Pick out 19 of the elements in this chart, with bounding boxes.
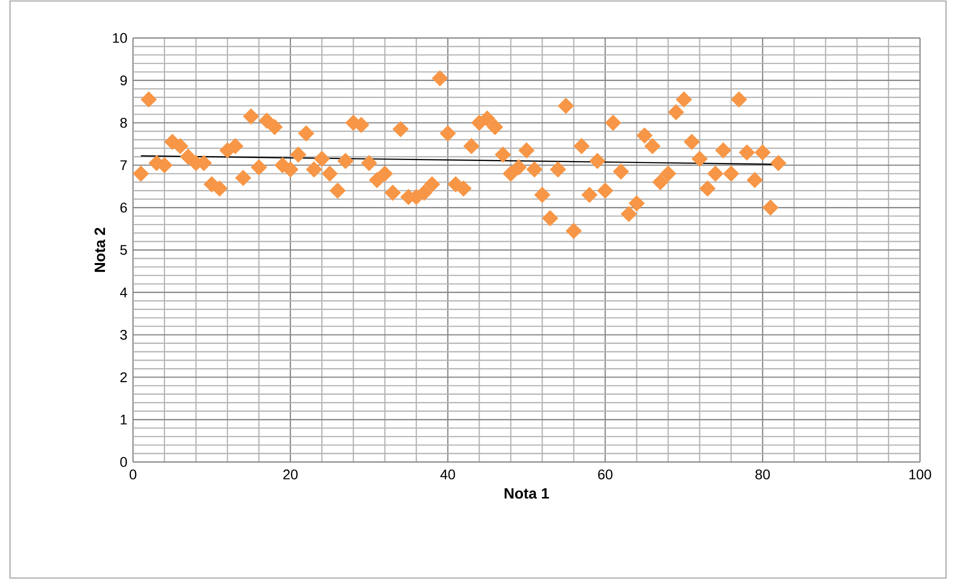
y-tick-label: 1 <box>120 414 127 424</box>
y-tick-label: 8 <box>120 118 127 128</box>
y-tick-label: 3 <box>120 330 127 340</box>
y-axis-title: Nota 2 <box>94 228 106 272</box>
x-tick-label: 0 <box>130 470 136 480</box>
y-tick-label: 9 <box>120 75 127 86</box>
x-tick-label: 40 <box>440 470 456 480</box>
x-tick-label: 20 <box>283 470 298 480</box>
x-tick-label: 60 <box>598 470 612 480</box>
x-axis-title: Nota 1 <box>504 488 549 499</box>
y-tick-label: 2 <box>120 372 127 382</box>
y-tick-label: 7 <box>120 160 127 170</box>
y-tick-label: 6 <box>120 202 127 213</box>
x-tick-label: 100 <box>909 470 932 480</box>
y-tick-label: 10 <box>113 33 127 43</box>
y-tick-label: 0 <box>120 457 127 467</box>
x-tick-label: 80 <box>755 470 770 480</box>
y-tick-label: 5 <box>120 245 127 255</box>
y-tick-label: 4 <box>120 288 128 298</box>
